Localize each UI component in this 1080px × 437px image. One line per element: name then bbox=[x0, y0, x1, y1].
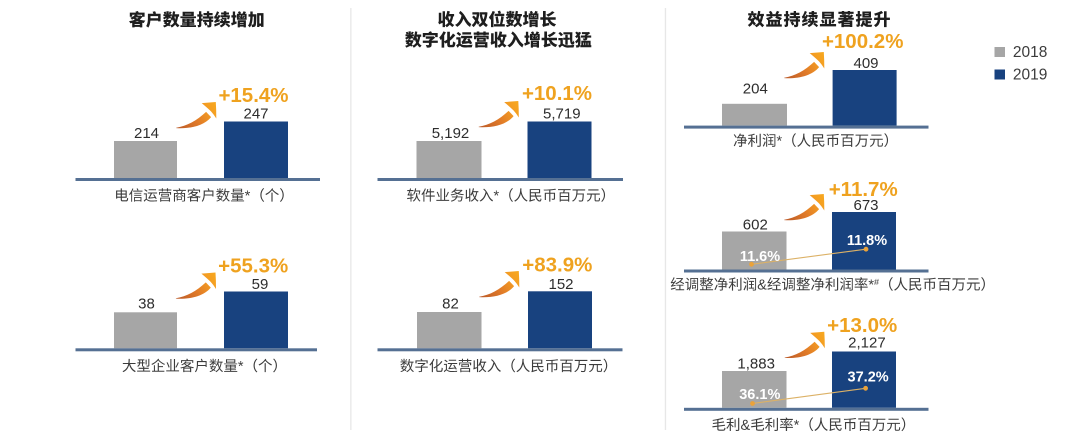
svg-text:+15.4%: +15.4% bbox=[218, 84, 288, 107]
svg-text:409: 409 bbox=[853, 55, 878, 72]
svg-text:11.8%: 11.8% bbox=[847, 233, 887, 249]
svg-text:5,192: 5,192 bbox=[432, 125, 470, 142]
svg-text:2018: 2018 bbox=[1013, 44, 1047, 61]
svg-text:+13.0%: +13.0% bbox=[827, 314, 897, 337]
svg-text:11.6%: 11.6% bbox=[740, 249, 780, 265]
svg-text:+11.7%: +11.7% bbox=[829, 178, 898, 201]
svg-text:36.1%: 36.1% bbox=[739, 387, 780, 403]
svg-text:38: 38 bbox=[138, 296, 155, 313]
svg-text:37.2%: 37.2% bbox=[848, 369, 889, 385]
svg-text:673: 673 bbox=[853, 197, 878, 214]
svg-text:+10.1%: +10.1% bbox=[522, 82, 592, 105]
svg-text:59: 59 bbox=[252, 276, 269, 293]
svg-text:247: 247 bbox=[243, 105, 268, 122]
svg-text:204: 204 bbox=[743, 80, 768, 97]
svg-text:+100.2%: +100.2% bbox=[822, 30, 904, 53]
svg-text:1,883: 1,883 bbox=[737, 356, 775, 373]
svg-text:+83.9%: +83.9% bbox=[522, 253, 592, 276]
svg-text:5,719: 5,719 bbox=[543, 105, 581, 122]
svg-text:214: 214 bbox=[134, 125, 159, 142]
svg-text:152: 152 bbox=[548, 276, 573, 293]
svg-text:+55.3%: +55.3% bbox=[218, 255, 288, 278]
svg-text:602: 602 bbox=[743, 217, 768, 234]
svg-text:2,127: 2,127 bbox=[848, 335, 886, 352]
svg-text:82: 82 bbox=[442, 296, 459, 313]
svg-text:2019: 2019 bbox=[1013, 67, 1047, 84]
